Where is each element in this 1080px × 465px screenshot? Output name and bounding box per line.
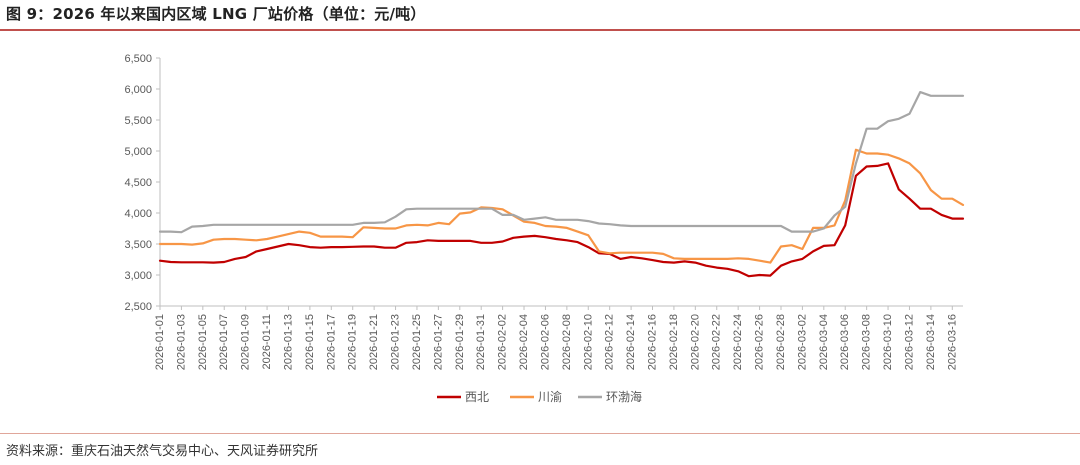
x-tick-label: 2026-03-04 bbox=[818, 314, 830, 370]
x-tick-label: 2026-01-13 bbox=[282, 314, 294, 370]
x-axis: 2026-01-01 2026-01-03 2026-01-05 2026-01-07… bbox=[154, 305, 963, 370]
x-tick-label: 2026-03-12 bbox=[903, 314, 915, 370]
y-tick-label: 4,000 bbox=[124, 208, 152, 220]
legend-label: 川渝 bbox=[538, 389, 562, 404]
y-tick-label: 3,000 bbox=[124, 270, 152, 282]
x-tick-label: 2026-02-20 bbox=[689, 314, 701, 370]
series-line-环渤海 bbox=[158, 90, 965, 234]
x-tick-label: 2026-02-22 bbox=[711, 314, 723, 370]
x-tick-label: 2026-01-29 bbox=[454, 314, 466, 370]
x-tick-label: 2026-02-24 bbox=[732, 314, 744, 370]
x-tick-label: 2026-03-16 bbox=[946, 314, 958, 370]
x-tick-label: 2026-01-23 bbox=[390, 314, 402, 370]
x-tick-label: 2026-01-21 bbox=[368, 314, 380, 370]
x-tick-label: 2026-01-11 bbox=[261, 314, 273, 369]
legend-label: 西北 bbox=[465, 390, 489, 404]
chart-legend: 西北 川渝 环渤海 bbox=[437, 389, 642, 404]
y-tick-label: 6,000 bbox=[124, 84, 152, 96]
x-tick-label: 2026-02-06 bbox=[539, 314, 551, 370]
series-line-川渝 bbox=[158, 148, 965, 264]
y-tick-label: 6,500 bbox=[124, 53, 152, 65]
x-tick-label: 2026-01-03 bbox=[175, 314, 187, 370]
y-tick-label: 5,500 bbox=[124, 115, 152, 127]
y-tick-label: 4,500 bbox=[124, 177, 152, 189]
series-lines bbox=[158, 90, 965, 278]
x-tick-label: 2026-02-04 bbox=[518, 314, 530, 370]
x-tick-label: 2026-01-07 bbox=[218, 314, 230, 370]
x-tick-label: 2026-01-01 bbox=[154, 314, 166, 370]
y-axis: 2,500 3,000 3,500 4,000 4,500 5,000 5,500 6,000… bbox=[124, 53, 161, 313]
x-tick-label: 2026-02-10 bbox=[582, 314, 594, 370]
source-note: 资料来源：重庆石油天然气交易中心、天风证券研究所 bbox=[6, 444, 319, 459]
x-tick-label: 2026-01-05 bbox=[197, 314, 209, 370]
x-tick-label: 2026-02-08 bbox=[561, 314, 573, 370]
series-line-西北 bbox=[158, 162, 965, 278]
legend-label: 环渤海 bbox=[606, 389, 642, 404]
x-tick-label: 2026-02-18 bbox=[668, 314, 680, 370]
x-tick-label: 2026-01-27 bbox=[432, 314, 444, 370]
line-chart: 2,500 3,000 3,500 4,000 4,500 5,000 5,500 6,000… bbox=[124, 53, 965, 404]
x-tick-label: 2026-01-25 bbox=[411, 314, 423, 370]
x-tick-label: 2026-03-10 bbox=[882, 314, 894, 370]
y-tick-label: 5,000 bbox=[124, 146, 152, 158]
x-tick-label: 2026-02-02 bbox=[497, 314, 509, 370]
x-tick-label: 2026-02-28 bbox=[775, 314, 787, 370]
x-tick-label: 2026-01-09 bbox=[240, 314, 252, 370]
y-tick-label: 3,500 bbox=[124, 239, 152, 251]
figure-title: 图 9：2026 年以来国内区域 LNG 厂站价格（单位：元/吨） bbox=[6, 5, 426, 23]
x-tick-label: 2026-01-31 bbox=[475, 314, 487, 370]
x-tick-label: 2026-02-14 bbox=[625, 314, 637, 370]
x-tick-label: 2026-01-17 bbox=[325, 314, 337, 370]
x-tick-label: 2026-03-08 bbox=[861, 314, 873, 370]
x-tick-label: 2026-02-16 bbox=[647, 314, 659, 370]
x-tick-label: 2026-02-12 bbox=[604, 314, 616, 370]
x-tick-label: 2026-01-19 bbox=[347, 314, 359, 370]
x-tick-label: 2026-03-06 bbox=[839, 314, 851, 370]
x-tick-label: 2026-03-14 bbox=[925, 314, 937, 370]
x-tick-label: 2026-03-02 bbox=[796, 314, 808, 370]
footer-rule bbox=[0, 433, 1080, 434]
x-tick-label: 2026-02-26 bbox=[754, 314, 766, 370]
x-tick-label: 2026-01-15 bbox=[304, 314, 316, 370]
y-tick-label: 2,500 bbox=[124, 301, 152, 313]
title-rule bbox=[0, 29, 1080, 31]
